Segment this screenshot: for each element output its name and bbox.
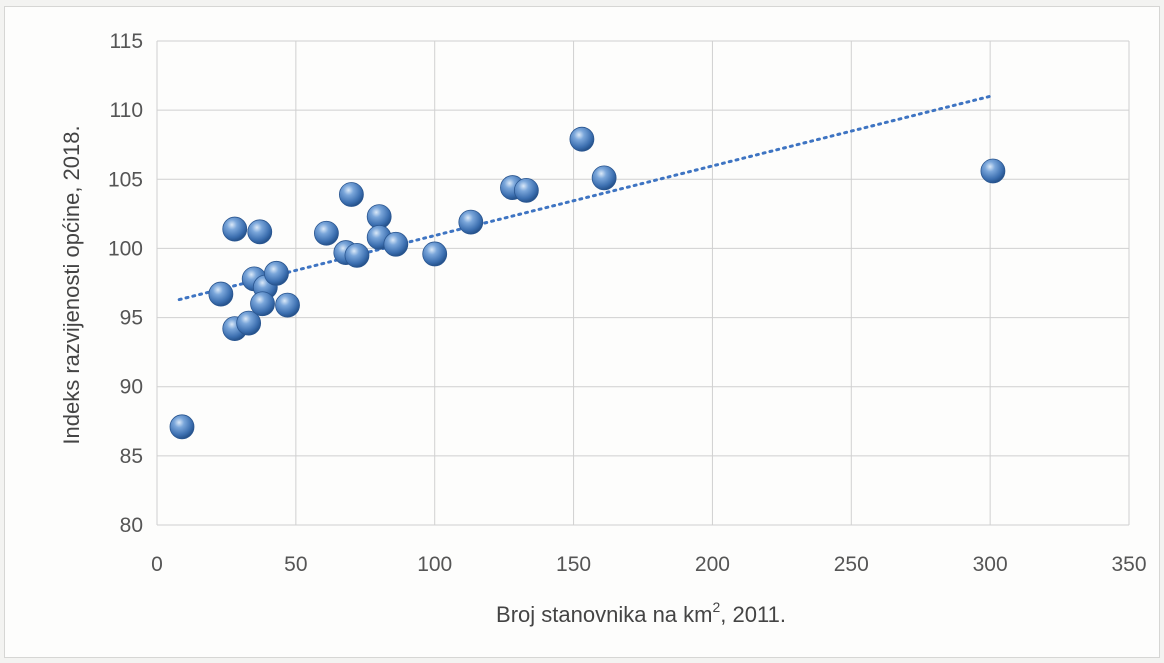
x-tick-label: 50 bbox=[284, 553, 307, 576]
x-axis-title-superscript: 2 bbox=[712, 599, 720, 615]
x-tick-label: 150 bbox=[556, 553, 591, 576]
data-point bbox=[247, 219, 273, 245]
data-point bbox=[980, 158, 1006, 184]
grid bbox=[156, 40, 1130, 526]
data-point bbox=[513, 177, 539, 203]
data-point bbox=[222, 216, 248, 242]
data-point bbox=[458, 209, 484, 235]
y-tick-label: 100 bbox=[108, 237, 143, 260]
data-point bbox=[383, 231, 409, 257]
data-point bbox=[344, 242, 370, 268]
data-point bbox=[591, 165, 617, 191]
y-tick-label: 85 bbox=[120, 445, 143, 468]
trendline bbox=[177, 94, 992, 302]
y-tick-label: 95 bbox=[120, 307, 143, 330]
x-tick-label: 0 bbox=[151, 553, 163, 576]
x-axis-title-suffix: , 2011. bbox=[720, 602, 786, 627]
y-tick-label: 105 bbox=[108, 168, 143, 191]
x-axis-title: Broj stanovnika na km2, 2011. bbox=[496, 599, 786, 627]
scatter-chart: 80 85 90 95 100 105 110 115 0 50 100 150 200 250 300 35… bbox=[59, 30, 1147, 627]
y-tick-label: 80 bbox=[120, 514, 143, 537]
data-point bbox=[338, 182, 364, 207]
y-axis-title: Indeks razvijenosti općine, 2018. bbox=[59, 125, 84, 444]
x-tick-label: 350 bbox=[1111, 553, 1146, 576]
data-point bbox=[208, 281, 234, 307]
trendline-path bbox=[177, 94, 992, 302]
data-point bbox=[264, 260, 289, 286]
y-tick-label: 115 bbox=[110, 30, 143, 53]
data-point bbox=[250, 291, 275, 317]
data-point bbox=[236, 310, 262, 336]
data-point bbox=[422, 241, 448, 267]
data-point bbox=[569, 126, 595, 152]
data-points bbox=[169, 126, 1006, 440]
data-point bbox=[169, 414, 195, 440]
x-tick-label: 100 bbox=[417, 553, 452, 576]
y-tick-label: 90 bbox=[120, 376, 143, 399]
x-tick-label: 200 bbox=[695, 553, 730, 576]
x-tick-label: 250 bbox=[834, 553, 869, 576]
data-point bbox=[314, 220, 339, 246]
x-axis-title-text: Broj stanovnika na km bbox=[496, 602, 712, 627]
chart-frame: 80 85 90 95 100 105 110 115 0 50 100 150 200 250 300 35… bbox=[4, 6, 1160, 658]
x-tick-label: 300 bbox=[973, 553, 1008, 576]
tick-labels: 80 85 90 95 100 105 110 115 0 50 100 150 200 250 300 35… bbox=[108, 30, 1147, 576]
data-point bbox=[275, 292, 300, 318]
y-tick-label: 110 bbox=[110, 99, 143, 122]
